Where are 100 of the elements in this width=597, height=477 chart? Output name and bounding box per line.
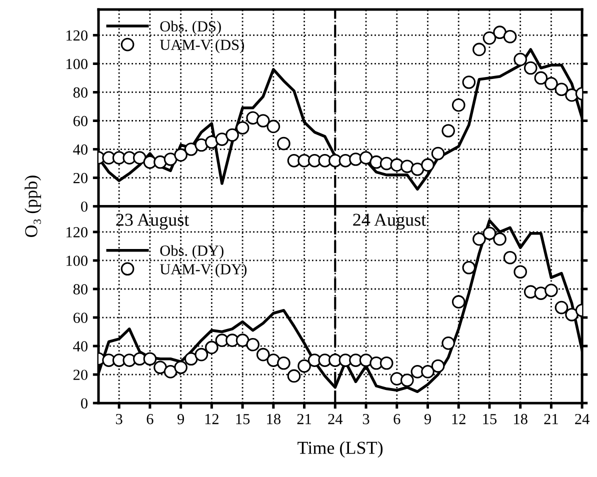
point (462, 260, 476, 274)
point (554, 300, 568, 314)
point (431, 359, 445, 373)
x-tick-label: 21 (544, 414, 558, 424)
point (442, 336, 455, 350)
point (154, 155, 167, 169)
x-tick-label: 3 (116, 414, 122, 424)
point (421, 365, 434, 378)
point (565, 88, 578, 102)
point (503, 30, 517, 44)
point (164, 365, 178, 378)
point (266, 120, 280, 134)
legend-label: Obs. (DS) (160, 20, 221, 35)
point (154, 360, 167, 374)
point (431, 146, 445, 160)
point (236, 334, 250, 347)
y-tick-label: 20 (73, 172, 88, 184)
x-axis-title: Time (LST) (298, 441, 383, 458)
point (482, 31, 496, 45)
annotation: 23 August (116, 214, 190, 230)
y-tick-label: 120 (66, 30, 88, 41)
point (174, 360, 188, 374)
legend-label: UAM-V (DS) (160, 39, 244, 54)
point (544, 284, 558, 298)
point (184, 352, 198, 366)
y-tick-label: 20 (73, 370, 88, 380)
point (565, 308, 578, 322)
x-tick-label: 12 (205, 414, 218, 424)
point (287, 369, 301, 383)
point (256, 348, 270, 362)
point (236, 121, 250, 135)
y-axis-title: O₃ (ppb) (24, 176, 42, 238)
x-tick-label: 24 (575, 414, 590, 424)
point (380, 356, 394, 370)
y-tick-label: 60 (73, 312, 88, 323)
point (400, 374, 414, 387)
y-tick-label: 40 (73, 144, 88, 155)
point (194, 348, 208, 362)
point (462, 76, 476, 89)
point (452, 295, 466, 308)
point (256, 114, 270, 128)
point (410, 162, 424, 176)
point (472, 42, 486, 56)
point (359, 151, 373, 164)
point (442, 124, 455, 138)
y-tick-label: 60 (73, 116, 88, 126)
x-tick-label: 18 (514, 414, 528, 424)
point (554, 82, 568, 96)
y-tick-label: 100 (66, 58, 88, 70)
y-tick-label: 0 (81, 201, 88, 212)
point (132, 151, 146, 164)
point (503, 250, 517, 264)
point (514, 265, 528, 279)
x-tick-label: 6 (146, 414, 154, 424)
x-tick-label: 9 (177, 414, 184, 424)
point (452, 98, 466, 112)
point (205, 135, 218, 149)
x-tick-label: 3 (362, 414, 370, 424)
x-tick-label: 15 (483, 414, 497, 424)
legend-label: Obs. (DY) (160, 245, 224, 259)
y-tick-label: 0 (81, 398, 88, 409)
point (482, 226, 496, 240)
point (266, 354, 280, 367)
point (421, 158, 434, 172)
x-tick-label: 12 (452, 414, 466, 424)
x-tick-label: 18 (267, 414, 280, 424)
x-tick-label: 21 (297, 414, 311, 424)
point (215, 132, 229, 146)
point (400, 160, 414, 174)
y-tick-label: 80 (73, 87, 88, 98)
point (359, 354, 373, 367)
point (534, 71, 548, 85)
point (277, 136, 290, 150)
point (143, 352, 157, 366)
point (514, 52, 528, 66)
point (205, 340, 218, 354)
point (184, 142, 198, 156)
x-tick-label: 15 (236, 414, 250, 424)
point (174, 148, 188, 162)
y-tick-label: 80 (73, 284, 88, 294)
point (493, 232, 506, 246)
point (277, 356, 290, 370)
point (472, 232, 486, 246)
point (544, 77, 558, 90)
x-tick-label: 24 (328, 414, 343, 424)
y-tick-label: 100 (66, 256, 88, 266)
point (164, 152, 178, 166)
point (226, 128, 239, 142)
point (246, 111, 260, 125)
legend-label: UAM-V (DY) (160, 264, 247, 278)
point (298, 359, 311, 373)
point (524, 61, 538, 75)
annotation: 24 August (353, 214, 426, 230)
x-tick-label: 9 (424, 414, 431, 424)
point (246, 338, 260, 352)
x-tick-label: 6 (394, 414, 400, 424)
y-tick-label: 120 (66, 227, 88, 238)
y-tick-label: 40 (73, 341, 88, 352)
point (493, 26, 506, 40)
point (534, 286, 548, 300)
